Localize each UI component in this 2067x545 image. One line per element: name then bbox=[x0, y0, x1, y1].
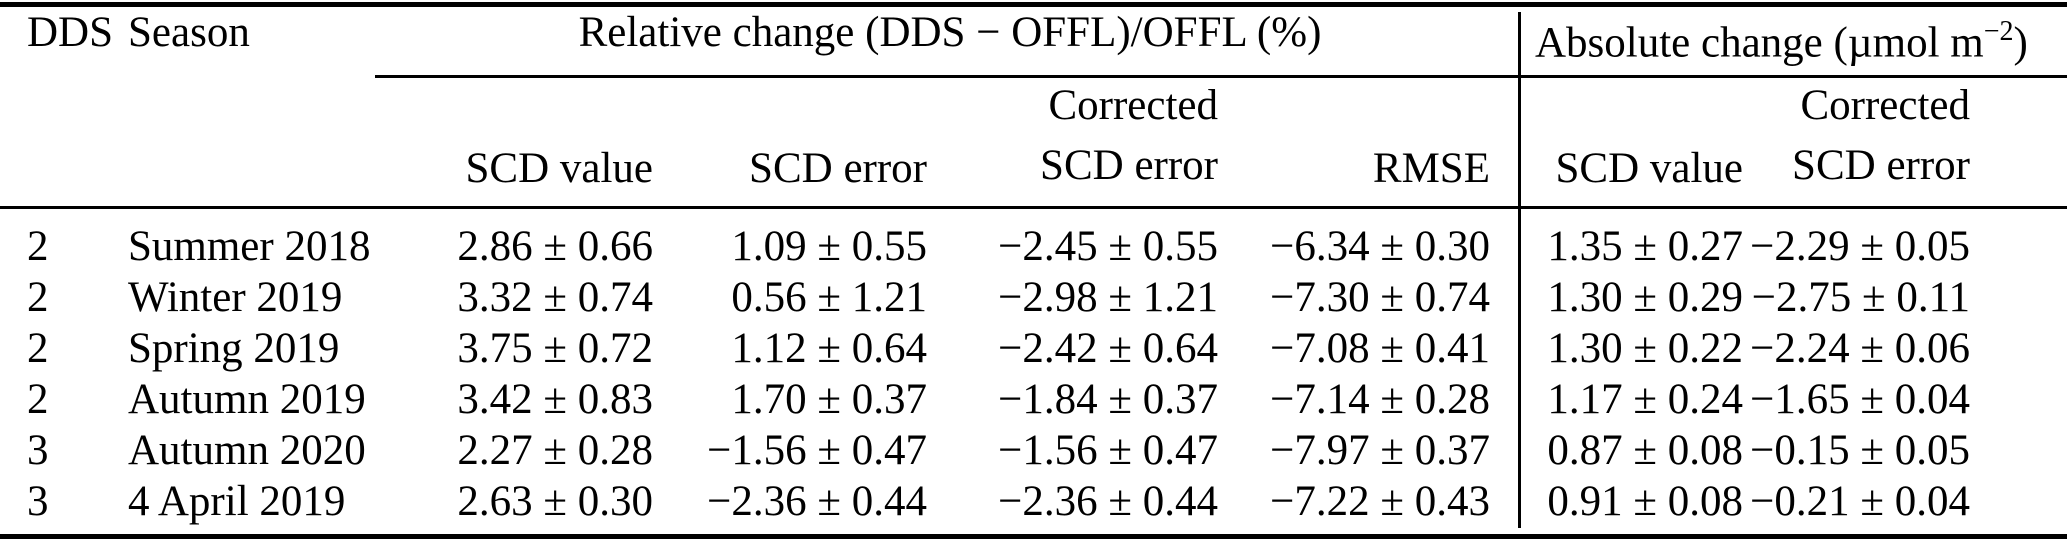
cell-abs-corrected-scd-error: −1.65 ± 0.04 bbox=[1750, 376, 1970, 423]
table-row: 3 Autumn 2020 2.27 ± 0.28 −1.56 ± 0.47 −… bbox=[0, 425, 2067, 476]
cell-abs-scd-value: 1.17 ± 0.24 bbox=[1547, 376, 1743, 423]
cell-rel-scd-error: −1.56 ± 0.47 bbox=[707, 427, 927, 474]
header-midrule bbox=[0, 206, 2067, 209]
subheader-corrected-line1: Corrected bbox=[1048, 82, 1218, 129]
cell-rel-scd-error: 0.56 ± 1.21 bbox=[731, 274, 927, 321]
cell-rel-scd-error: −2.36 ± 0.44 bbox=[707, 478, 927, 525]
subheader-abs-scd-value: SCD value bbox=[1555, 145, 1743, 192]
cell-rel-corrected-scd-error: −2.42 ± 0.64 bbox=[998, 325, 1218, 372]
cell-rel-scd-error: 1.70 ± 0.37 bbox=[731, 376, 927, 423]
cell-rel-scd-value: 2.86 ± 0.66 bbox=[457, 223, 653, 270]
cell-rel-corrected-scd-error: −1.84 ± 0.37 bbox=[998, 376, 1218, 423]
cell-dds: 2 bbox=[27, 325, 49, 372]
subheader-corrected-line2: SCD error bbox=[1792, 142, 1970, 189]
subheader-corrected-line1: Corrected bbox=[1800, 82, 1970, 129]
cell-season: Autumn 2019 bbox=[128, 376, 366, 423]
cell-abs-corrected-scd-error: −0.21 ± 0.04 bbox=[1750, 478, 1970, 525]
cell-dds: 2 bbox=[27, 376, 49, 423]
absolute-change-text: Absolute change (µmol m bbox=[1535, 19, 1984, 67]
cell-dds: 2 bbox=[27, 223, 49, 270]
cell-rmse: −7.97 ± 0.37 bbox=[1270, 427, 1490, 474]
cell-abs-corrected-scd-error: −2.75 ± 0.11 bbox=[1751, 274, 1970, 321]
table-row: 2 Spring 2019 3.75 ± 0.72 1.12 ± 0.64 −2… bbox=[0, 323, 2067, 374]
bottom-rule bbox=[0, 534, 2067, 539]
cell-abs-corrected-scd-error: −2.29 ± 0.05 bbox=[1750, 223, 1970, 270]
subheader-rel-scd-value: SCD value bbox=[465, 145, 653, 192]
cell-rel-corrected-scd-error: −2.36 ± 0.44 bbox=[998, 478, 1218, 525]
group-header-relative-change: Relative change (DDS − OFFL)/OFFL (%) bbox=[578, 9, 1322, 56]
subheader-rel-scd-error: SCD error bbox=[749, 145, 927, 192]
cell-dds: 3 bbox=[27, 427, 49, 474]
cell-rel-scd-value: 2.27 ± 0.28 bbox=[457, 427, 653, 474]
group-header-absolute-change: Absolute change (µmol m−2) bbox=[1535, 8, 2028, 68]
col-header-dds: DDS bbox=[27, 9, 114, 56]
cell-rmse: −7.22 ± 0.43 bbox=[1270, 478, 1490, 525]
subheader-rmse: RMSE bbox=[1372, 145, 1490, 192]
col-header-season: Season bbox=[128, 9, 250, 56]
cell-rel-scd-error: 1.12 ± 0.64 bbox=[731, 325, 927, 372]
cell-rel-corrected-scd-error: −2.98 ± 1.21 bbox=[998, 274, 1218, 321]
subheader-abs-corrected-scd-error: Corrected SCD error bbox=[1792, 76, 1970, 196]
group-cmidrule bbox=[375, 75, 2067, 78]
cell-season: Winter 2019 bbox=[128, 274, 343, 321]
cell-season: 4 April 2019 bbox=[128, 478, 346, 525]
cell-abs-scd-value: 0.91 ± 0.08 bbox=[1547, 478, 1743, 525]
absolute-change-exponent: −2 bbox=[1983, 15, 2014, 47]
cell-abs-scd-value: 0.87 ± 0.08 bbox=[1547, 427, 1743, 474]
table-row: 2 Summer 2018 2.86 ± 0.66 1.09 ± 0.55 −2… bbox=[0, 221, 2067, 272]
table-row: 2 Autumn 2019 3.42 ± 0.83 1.70 ± 0.37 −1… bbox=[0, 374, 2067, 425]
cell-season: Spring 2019 bbox=[128, 325, 340, 372]
cell-rmse: −7.14 ± 0.28 bbox=[1270, 376, 1490, 423]
cell-abs-scd-value: 1.35 ± 0.27 bbox=[1547, 223, 1743, 270]
cell-rmse: −7.08 ± 0.41 bbox=[1270, 325, 1490, 372]
cell-rmse: −7.30 ± 0.74 bbox=[1270, 274, 1490, 321]
cell-rel-corrected-scd-error: −1.56 ± 0.47 bbox=[998, 427, 1218, 474]
cell-abs-corrected-scd-error: −2.24 ± 0.06 bbox=[1750, 325, 1970, 372]
table-row: 3 4 April 2019 2.63 ± 0.30 −2.36 ± 0.44 … bbox=[0, 476, 2067, 527]
table-row: 2 Winter 2019 3.32 ± 0.74 0.56 ± 1.21 −2… bbox=[0, 272, 2067, 323]
cell-rel-corrected-scd-error: −2.45 ± 0.55 bbox=[998, 223, 1218, 270]
top-rule bbox=[0, 2, 2067, 7]
cell-rel-scd-error: 1.09 ± 0.55 bbox=[731, 223, 927, 270]
subheader-corrected-line2: SCD error bbox=[1040, 142, 1218, 189]
cell-abs-scd-value: 1.30 ± 0.29 bbox=[1547, 274, 1743, 321]
cell-rel-scd-value: 3.75 ± 0.72 bbox=[457, 325, 653, 372]
cell-season: Summer 2018 bbox=[128, 223, 371, 270]
group-divider bbox=[1518, 12, 1521, 528]
cell-abs-scd-value: 1.30 ± 0.22 bbox=[1547, 325, 1743, 372]
subheader-rel-corrected-scd-error: Corrected SCD error bbox=[1040, 76, 1218, 196]
absolute-change-suffix: ) bbox=[2013, 19, 2028, 67]
cell-dds: 3 bbox=[27, 478, 49, 525]
cell-rel-scd-value: 3.42 ± 0.83 bbox=[457, 376, 653, 423]
cell-season: Autumn 2020 bbox=[128, 427, 366, 474]
cell-abs-corrected-scd-error: −0.15 ± 0.05 bbox=[1750, 427, 1970, 474]
cell-dds: 2 bbox=[27, 274, 49, 321]
cell-rel-scd-value: 3.32 ± 0.74 bbox=[457, 274, 653, 321]
table-body: 2 Summer 2018 2.86 ± 0.66 1.09 ± 0.55 −2… bbox=[0, 221, 2067, 527]
cell-rel-scd-value: 2.63 ± 0.30 bbox=[457, 478, 653, 525]
cell-rmse: −6.34 ± 0.30 bbox=[1270, 223, 1490, 270]
